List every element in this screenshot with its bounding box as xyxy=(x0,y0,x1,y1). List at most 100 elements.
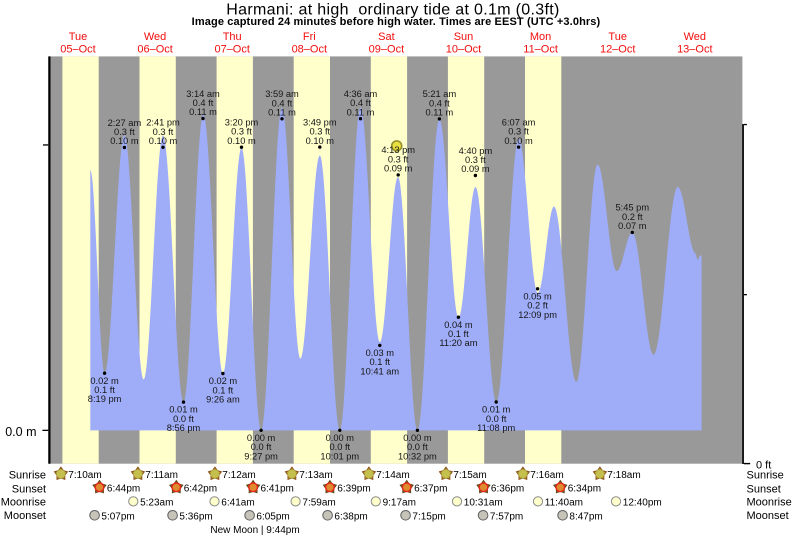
svg-text:6:42pm: 6:42pm xyxy=(184,484,217,495)
svg-text:4:36 am: 4:36 am xyxy=(344,89,378,99)
svg-text:7:15am: 7:15am xyxy=(453,470,486,481)
svg-text:New Moon | 9:44pm: New Moon | 9:44pm xyxy=(210,525,299,536)
svg-text:0.2 ft: 0.2 ft xyxy=(622,212,643,222)
svg-text:Sunrise: Sunrise xyxy=(9,470,46,482)
svg-text:0.01 m: 0.01 m xyxy=(169,405,198,415)
svg-text:11:08 pm: 11:08 pm xyxy=(477,423,515,433)
svg-text:0.00 m: 0.00 m xyxy=(247,433,276,443)
svg-text:7:10am: 7:10am xyxy=(68,470,101,481)
svg-text:0.3 ft: 0.3 ft xyxy=(153,127,174,137)
svg-text:10–Oct: 10–Oct xyxy=(446,44,481,56)
svg-text:0.03 m: 0.03 m xyxy=(366,348,395,358)
svg-text:09–Oct: 09–Oct xyxy=(369,44,404,56)
svg-text:07–Oct: 07–Oct xyxy=(214,44,249,56)
svg-text:0.3 ft: 0.3 ft xyxy=(309,127,330,137)
svg-text:0.11 m: 0.11 m xyxy=(268,108,296,118)
svg-text:7:14am: 7:14am xyxy=(376,470,409,481)
svg-text:0.02 m: 0.02 m xyxy=(90,376,119,386)
svg-text:13–Oct: 13–Oct xyxy=(677,44,712,56)
svg-text:6:44pm: 6:44pm xyxy=(107,484,140,495)
svg-text:12:09 pm: 12:09 pm xyxy=(518,310,557,320)
svg-text:Moonset: Moonset xyxy=(747,510,789,522)
svg-text:0.1 ft: 0.1 ft xyxy=(94,385,115,395)
svg-text:0.11 m: 0.11 m xyxy=(189,107,217,117)
svg-text:0.04 m: 0.04 m xyxy=(444,320,473,330)
svg-text:Fri: Fri xyxy=(303,31,316,43)
svg-text:0.07 m: 0.07 m xyxy=(618,221,647,231)
svg-text:0.02 m: 0.02 m xyxy=(209,376,238,386)
svg-text:0.11 m: 0.11 m xyxy=(426,108,454,118)
svg-text:6:34pm: 6:34pm xyxy=(568,484,601,495)
svg-text:0.4 ft: 0.4 ft xyxy=(272,98,293,108)
svg-text:8:19 pm: 8:19 pm xyxy=(88,394,122,404)
svg-text:10:41 am: 10:41 am xyxy=(360,366,399,376)
svg-text:0.4 ft: 0.4 ft xyxy=(350,98,371,108)
svg-text:3:14 am: 3:14 am xyxy=(186,89,220,99)
svg-text:6:38pm: 6:38pm xyxy=(334,512,367,523)
svg-text:0.10 m: 0.10 m xyxy=(227,136,256,146)
svg-text:7:12am: 7:12am xyxy=(222,470,255,481)
svg-text:0.0 ft: 0.0 ft xyxy=(407,442,428,452)
svg-text:Sun: Sun xyxy=(454,31,474,43)
svg-text:0.01 m: 0.01 m xyxy=(482,405,511,415)
svg-text:7:18am: 7:18am xyxy=(607,470,640,481)
svg-text:0.00 m: 0.00 m xyxy=(326,433,355,443)
svg-text:12:40pm: 12:40pm xyxy=(623,498,662,509)
svg-text:0.1 ft: 0.1 ft xyxy=(213,385,234,395)
svg-text:Sunrise: Sunrise xyxy=(747,470,784,482)
svg-text:05–Oct: 05–Oct xyxy=(60,44,95,56)
svg-text:10:31am: 10:31am xyxy=(464,498,503,509)
svg-text:Moonset: Moonset xyxy=(4,510,46,522)
svg-text:Thu: Thu xyxy=(223,31,242,43)
svg-text:11:40am: 11:40am xyxy=(545,498,583,509)
svg-text:0.09 m: 0.09 m xyxy=(461,164,490,174)
svg-text:8:47pm: 8:47pm xyxy=(569,512,602,523)
svg-text:6:41pm: 6:41pm xyxy=(261,484,294,495)
svg-text:8:56 pm: 8:56 pm xyxy=(167,423,201,433)
svg-text:2:41 pm: 2:41 pm xyxy=(146,118,180,128)
svg-text:0.10 m: 0.10 m xyxy=(504,136,533,146)
svg-text:Moonrise: Moonrise xyxy=(747,497,792,509)
svg-text:08–Oct: 08–Oct xyxy=(292,44,327,56)
svg-text:6:37pm: 6:37pm xyxy=(414,484,447,495)
svg-text:0.11 m: 0.11 m xyxy=(347,107,375,117)
svg-text:0.4 ft: 0.4 ft xyxy=(193,98,214,108)
svg-text:0.09 m: 0.09 m xyxy=(384,164,413,174)
svg-text:Harmani: at high ordinary tid: Harmani: at high ordinary tide at 0.1m (… xyxy=(226,1,559,18)
svg-text:0.0 ft: 0.0 ft xyxy=(251,442,272,452)
svg-text:0.00 m: 0.00 m xyxy=(403,433,432,443)
svg-text:3:49 pm: 3:49 pm xyxy=(303,117,337,127)
svg-text:0.3 ft: 0.3 ft xyxy=(388,154,409,164)
svg-text:10:32 pm: 10:32 pm xyxy=(398,451,437,461)
svg-text:0.0 m: 0.0 m xyxy=(5,425,36,439)
svg-text:0.10 m: 0.10 m xyxy=(306,136,335,146)
svg-text:Sunset: Sunset xyxy=(12,483,46,495)
svg-text:5:07pm: 5:07pm xyxy=(101,512,134,523)
svg-text:3:59 am: 3:59 am xyxy=(265,89,299,99)
svg-text:3:20 pm: 3:20 pm xyxy=(225,118,259,128)
svg-text:7:13am: 7:13am xyxy=(299,470,332,481)
svg-text:Sat: Sat xyxy=(378,31,395,43)
svg-text:0.0 ft: 0.0 ft xyxy=(329,442,350,452)
svg-text:0.4 ft: 0.4 ft xyxy=(429,98,450,108)
svg-text:5:23am: 5:23am xyxy=(140,498,173,509)
svg-text:5:36pm: 5:36pm xyxy=(179,512,212,523)
svg-text:0 ft: 0 ft xyxy=(756,460,771,472)
svg-text:6:36pm: 6:36pm xyxy=(491,484,524,495)
svg-text:Wed: Wed xyxy=(684,31,706,43)
svg-text:7:16am: 7:16am xyxy=(530,470,563,481)
svg-text:0.10 m: 0.10 m xyxy=(149,136,178,146)
svg-text:0.3 ft: 0.3 ft xyxy=(231,127,252,137)
svg-text:Mon: Mon xyxy=(530,31,551,43)
svg-text:7:15pm: 7:15pm xyxy=(412,512,445,523)
svg-text:0.3 ft: 0.3 ft xyxy=(508,127,529,137)
svg-text:0.3 ft: 0.3 ft xyxy=(465,155,486,165)
svg-text:6:41am: 6:41am xyxy=(221,498,254,509)
svg-text:4:40 pm: 4:40 pm xyxy=(459,146,493,156)
svg-text:7:57pm: 7:57pm xyxy=(490,512,523,523)
svg-text:12–Oct: 12–Oct xyxy=(600,44,635,56)
svg-text:4:13 pm: 4:13 pm xyxy=(381,145,415,155)
svg-text:0.0 ft: 0.0 ft xyxy=(486,414,507,424)
svg-text:Wed: Wed xyxy=(144,31,166,43)
svg-text:9:26 am: 9:26 am xyxy=(206,395,240,405)
